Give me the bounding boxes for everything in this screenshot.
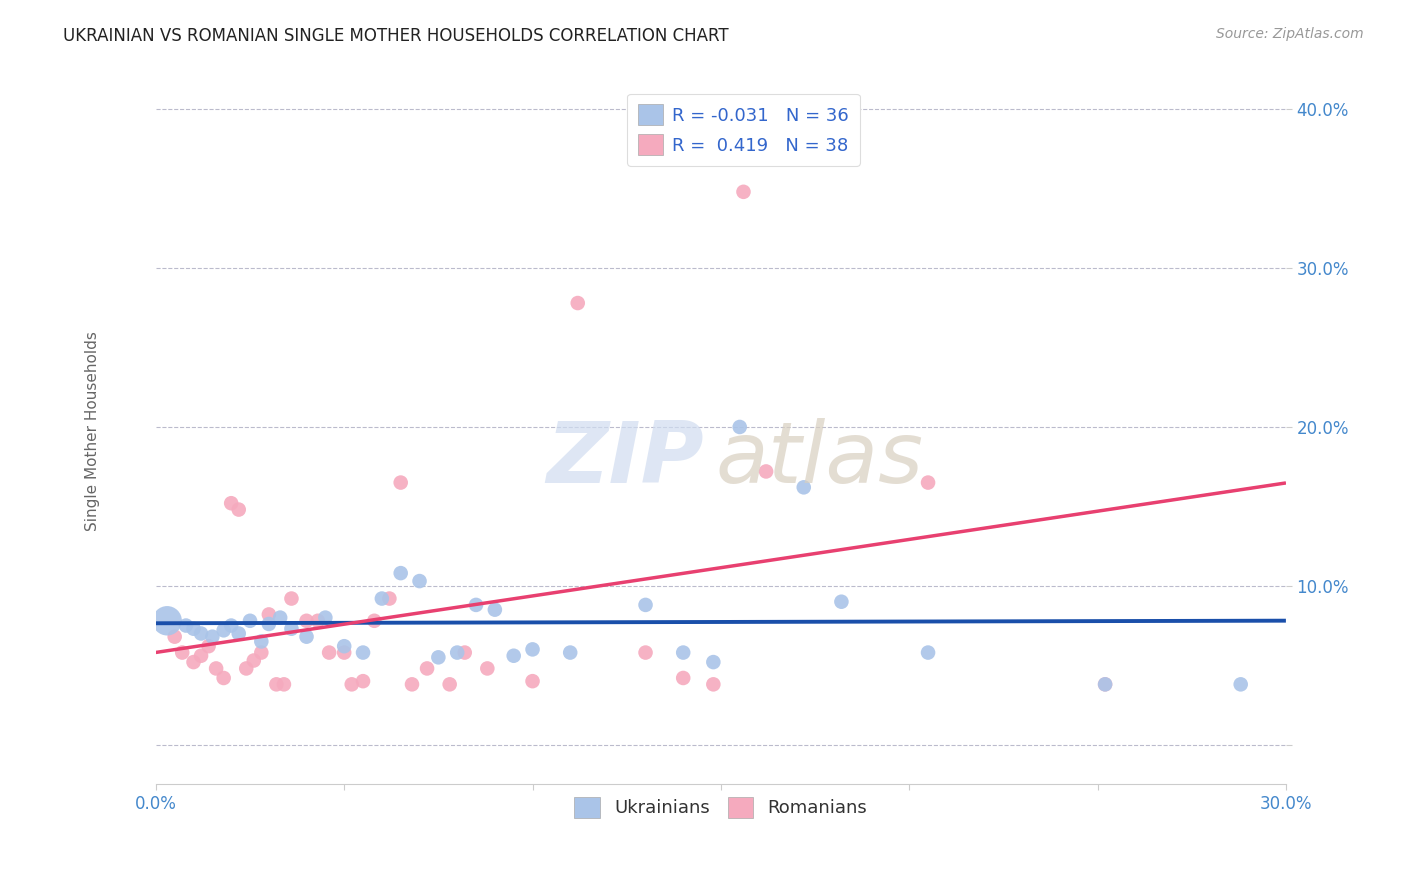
Point <box>733 185 755 199</box>
Point <box>522 674 544 689</box>
Point <box>378 591 401 606</box>
Point <box>212 624 235 638</box>
Point <box>917 646 939 660</box>
Point <box>219 618 242 632</box>
Point <box>266 677 288 691</box>
Point <box>560 646 582 660</box>
Point <box>228 626 250 640</box>
Point <box>672 646 695 660</box>
Point <box>239 614 262 628</box>
Point <box>917 475 939 490</box>
Point <box>352 646 374 660</box>
Point <box>201 630 224 644</box>
Point <box>280 591 302 606</box>
Point <box>465 598 488 612</box>
Point <box>416 661 439 675</box>
Point <box>363 614 385 628</box>
Point <box>672 671 695 685</box>
Point <box>755 465 778 479</box>
Point <box>454 646 477 660</box>
Point <box>219 496 242 510</box>
Point <box>228 502 250 516</box>
Point <box>273 677 295 691</box>
Point <box>439 677 461 691</box>
Point <box>295 614 318 628</box>
Point <box>190 648 212 663</box>
Point <box>427 650 450 665</box>
Point <box>205 661 228 675</box>
Point <box>408 574 430 588</box>
Point <box>235 661 257 675</box>
Point <box>1229 677 1251 691</box>
Point <box>280 622 302 636</box>
Point <box>634 598 657 612</box>
Point <box>333 639 356 653</box>
Point <box>352 674 374 689</box>
Text: atlas: atlas <box>716 417 924 500</box>
Point <box>257 607 280 622</box>
Point <box>295 630 318 644</box>
Point <box>371 591 394 606</box>
Point <box>702 655 724 669</box>
Point <box>702 677 724 691</box>
Point <box>174 618 197 632</box>
Point <box>183 655 205 669</box>
Point <box>257 617 280 632</box>
Point <box>163 630 186 644</box>
Text: UKRAINIAN VS ROMANIAN SINGLE MOTHER HOUSEHOLDS CORRELATION CHART: UKRAINIAN VS ROMANIAN SINGLE MOTHER HOUS… <box>63 27 728 45</box>
Point <box>340 677 363 691</box>
Point <box>269 610 291 624</box>
Point <box>156 614 179 628</box>
Point <box>477 661 499 675</box>
Text: ZIP: ZIP <box>547 417 704 500</box>
Point <box>401 677 423 691</box>
Text: Source: ZipAtlas.com: Source: ZipAtlas.com <box>1216 27 1364 41</box>
Point <box>250 646 273 660</box>
Point <box>502 648 524 663</box>
Point <box>190 626 212 640</box>
Point <box>172 646 194 660</box>
Point <box>1094 677 1116 691</box>
Point <box>183 622 205 636</box>
Point <box>318 646 340 660</box>
Point <box>243 653 266 667</box>
Point <box>307 614 329 628</box>
Point <box>212 671 235 685</box>
Point <box>197 639 219 653</box>
Point <box>634 646 657 660</box>
Y-axis label: Single Mother Households: Single Mother Households <box>86 331 100 531</box>
Point <box>389 566 412 581</box>
Point <box>830 595 852 609</box>
Point <box>1094 677 1116 691</box>
Point <box>314 610 336 624</box>
Point <box>484 602 506 616</box>
Point <box>333 646 356 660</box>
Point <box>389 475 412 490</box>
Legend: Ukrainians, Romanians: Ukrainians, Romanians <box>567 789 875 825</box>
Point <box>446 646 468 660</box>
Point <box>728 420 751 434</box>
Point <box>250 634 273 648</box>
Point <box>567 296 589 310</box>
Point <box>522 642 544 657</box>
Point <box>793 480 815 494</box>
